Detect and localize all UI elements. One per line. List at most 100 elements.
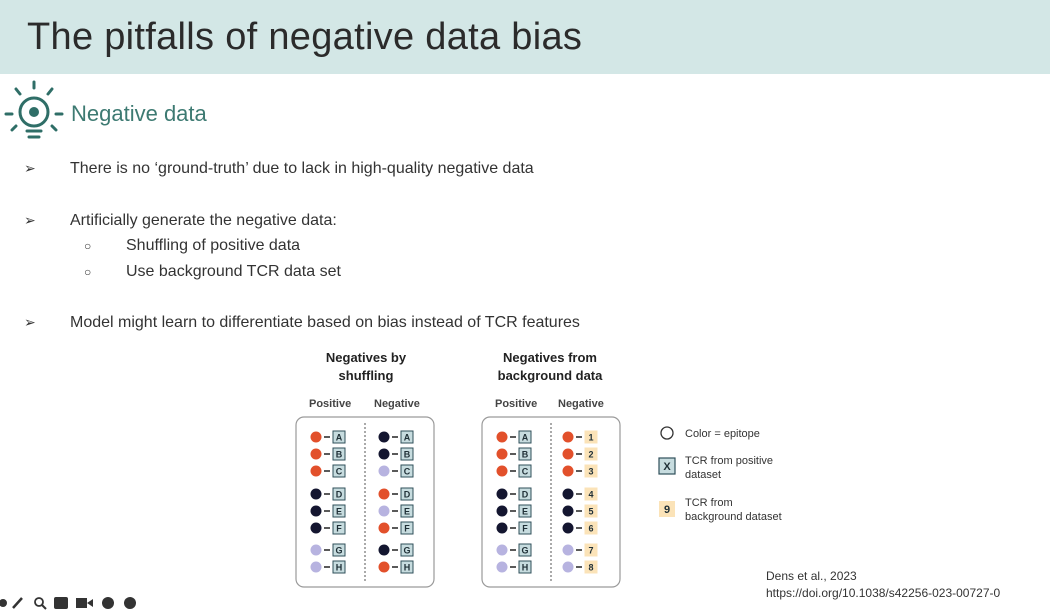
shuffle-positive-dot-7 <box>310 561 322 573</box>
legend-positive-text: TCR from positive dataset <box>685 454 773 482</box>
legend-color-epitope: Color = epitope <box>685 428 760 440</box>
shuffle-positive-label-2: C <box>336 467 343 477</box>
background-positive-dot-2 <box>496 465 508 477</box>
forward-icon[interactable] <box>124 597 136 609</box>
shuffle-positive-box-5 <box>332 521 346 535</box>
shuffle-positive-label-5: F <box>336 524 342 534</box>
background-negative-dot-7 <box>562 561 574 573</box>
background-negative-label-1: 2 <box>588 450 593 460</box>
captions-icon[interactable] <box>54 597 68 609</box>
shuffle-negative-dot-2 <box>378 465 390 477</box>
background-negative-box-2 <box>584 464 598 478</box>
sub-bullet-text: Use background TCR data set <box>126 263 341 280</box>
background-negative-dot-6 <box>562 544 574 556</box>
background-positive-dot-7 <box>496 561 508 573</box>
sub-bullet-circle-icon: ○ <box>84 265 92 279</box>
background-positive-label-4: E <box>522 507 528 517</box>
sub-bullet-item-1: ○ Shuffling of positive data <box>84 237 300 255</box>
shuffle-negative-label-6: G <box>403 546 410 556</box>
background-negative-box-7 <box>584 560 598 574</box>
background-positive-box-5 <box>518 521 532 535</box>
background-negative-dot-1 <box>562 448 574 460</box>
magnifier-icon[interactable] <box>34 597 47 610</box>
slide-title: The pitfalls of negative data bias <box>27 16 583 58</box>
background-positive-box-4 <box>518 504 532 518</box>
shuffle-positive-box-7 <box>332 560 346 574</box>
more-icon[interactable] <box>102 597 114 609</box>
shuffle-negative-dot-5 <box>378 522 390 534</box>
legend-positive-box <box>658 457 676 475</box>
background-positive-label-0: A <box>522 433 529 443</box>
background-negative-dot-2 <box>562 465 574 477</box>
bias-figure: Negatives by shuffling Negatives from ba… <box>280 345 820 595</box>
panel-background-title-line2: background data <box>497 368 603 383</box>
shuffle-positive-label-4: E <box>336 507 342 517</box>
background-negative-header: Negative <box>558 398 604 410</box>
panel-shuffle-title-line2: shuffling <box>338 368 394 383</box>
presentation-toolbar <box>0 597 136 610</box>
shuffle-negative-label-0: A <box>404 433 411 443</box>
shuffle-negative-box-2 <box>400 464 414 478</box>
legend-background-box-label: 9 <box>664 504 670 516</box>
shuffle-positive-label-6: G <box>335 546 342 556</box>
shuffle-positive-label-3: D <box>336 490 343 500</box>
shuffle-positive-label-1: B <box>336 450 343 460</box>
shuffle-positive-label-7: H <box>336 563 343 573</box>
background-negative-dot-4 <box>562 505 574 517</box>
background-negative-box-5 <box>584 521 598 535</box>
background-negative-dot-5 <box>562 522 574 534</box>
shuffle-negative-dot-3 <box>378 488 390 500</box>
bullet-arrow-icon: ➢ <box>24 212 36 228</box>
shuffle-negative-box-6 <box>400 543 414 557</box>
bullet-arrow-icon: ➢ <box>24 314 36 330</box>
legend-background-box <box>659 501 675 517</box>
panel-shuffle-title: Negatives by shuffling <box>296 349 436 385</box>
background-positive-label-6: G <box>521 546 528 556</box>
shuffle-negative-label-5: F <box>404 524 410 534</box>
background-negative-label-4: 5 <box>588 507 593 517</box>
legend-positive-line1: TCR from positive <box>685 455 774 467</box>
camera-icon[interactable] <box>76 598 93 608</box>
shuffle-positive-dot-5 <box>310 522 322 534</box>
shuffle-negative-dot-4 <box>378 505 390 517</box>
citation-doi[interactable]: https://doi.org/10.1038/s42256-023-00727… <box>766 586 1001 600</box>
shuffle-negative-box-0 <box>400 430 414 444</box>
background-positive-label-1: B <box>522 450 529 460</box>
panel-background-title: Negatives from background data <box>480 349 620 385</box>
shuffle-negative-label-7: H <box>404 563 411 573</box>
background-negative-label-6: 7 <box>588 546 593 556</box>
panel-background-frame <box>481 416 621 588</box>
background-positive-dot-1 <box>496 448 508 460</box>
shuffle-negative-label-3: D <box>404 490 411 500</box>
shuffle-negative-label-4: E <box>404 507 410 517</box>
pencil-icon[interactable] <box>12 597 23 609</box>
background-positive-box-2 <box>518 464 532 478</box>
background-positive-dot-4 <box>496 505 508 517</box>
panel-background-title-line1: Negatives from <box>503 350 597 365</box>
background-negative-dot-0 <box>562 431 574 443</box>
shuffle-negative-box-3 <box>400 487 414 501</box>
background-positive-dot-3 <box>496 488 508 500</box>
bullet-item-2: ➢ Artificially generate the negative data… <box>24 212 337 230</box>
background-negative-dot-3 <box>562 488 574 500</box>
background-positive-box-1 <box>518 447 532 461</box>
background-negative-box-4 <box>584 504 598 518</box>
legend-positive-line2: dataset <box>685 469 722 481</box>
background-negative-box-0 <box>584 430 598 444</box>
shuffle-positive-dot-0 <box>310 431 322 443</box>
pen-icon[interactable] <box>0 599 7 607</box>
shuffle-negative-dot-7 <box>378 561 390 573</box>
shuffle-positive-box-0 <box>332 430 346 444</box>
background-negative-label-7: 8 <box>588 563 593 573</box>
sub-bullet-circle-icon: ○ <box>84 239 92 253</box>
shuffle-positive-header: Positive <box>309 398 352 410</box>
shuffle-positive-dot-3 <box>310 488 322 500</box>
citation-authors: Dens et al., 2023 <box>766 569 857 583</box>
bullet-item-3: ➢ Model might learn to differentiate base… <box>24 314 580 332</box>
shuffle-positive-box-2 <box>332 464 346 478</box>
shuffle-positive-dot-2 <box>310 465 322 477</box>
bullet-item-1: ➢ There is no ‘ground-truth’ due to lack … <box>24 160 534 178</box>
background-positive-box-0 <box>518 430 532 444</box>
background-negative-label-2: 3 <box>588 467 593 477</box>
